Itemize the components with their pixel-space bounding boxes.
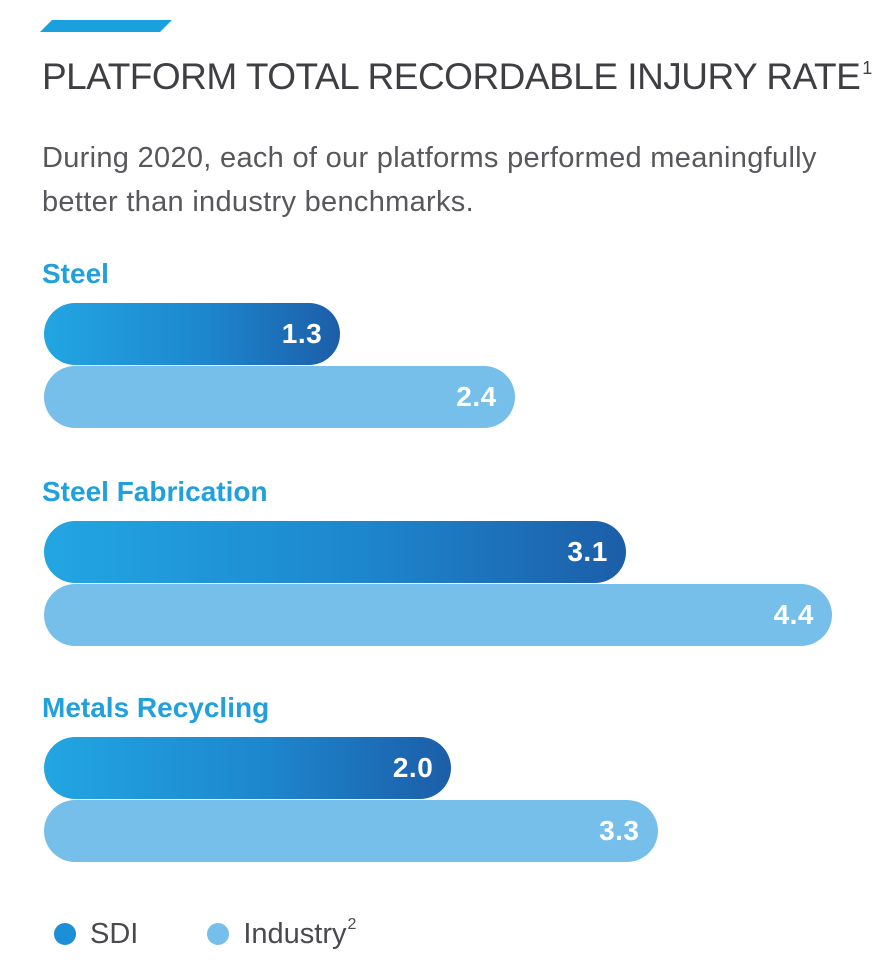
title-footnote: 1 (862, 58, 872, 78)
category-label-steel-fabrication: Steel Fabrication (42, 476, 268, 507)
bar-steel-fabrication-industry: 4.4 (44, 584, 832, 646)
page-title: PLATFORM TOTAL RECORDABLE INJURY RATE 1 (42, 56, 872, 98)
accent-bar (40, 20, 172, 32)
category-label-metals-recycling: Metals Recycling (42, 692, 270, 723)
data-label-metals-recycling-sdi: 2.0 (392, 752, 434, 783)
data-label-steel-fabrication-sdi: 3.1 (567, 536, 608, 567)
legend-swatch-sdi (54, 923, 76, 945)
category-label-steel: Steel (42, 258, 109, 289)
title-text: PLATFORM TOTAL RECORDABLE INJURY RATE (42, 56, 861, 97)
bar-steel-sdi: 1.3 (44, 303, 341, 365)
data-label-steel-sdi: 1.3 (281, 318, 323, 349)
page-subtitle: During 2020, each of our platforms perfo… (42, 142, 817, 218)
legend-label-industry: Industry2 (243, 915, 357, 950)
data-label-metals-recycling-industry: 3.3 (599, 815, 640, 846)
legend: SDI Industry2 (54, 914, 424, 954)
bar-metals-recycling-industry: 3.3 (44, 800, 658, 862)
bar-steel-industry: 2.4 (44, 366, 515, 428)
data-label-steel-fabrication-industry: 4.4 (773, 599, 814, 630)
legend-item-sdi: SDI (54, 918, 139, 951)
legend-item-industry: Industry2 (207, 915, 357, 951)
legend-swatch-industry (207, 923, 230, 945)
bar-metals-recycling-sdi: 2.0 (44, 737, 452, 799)
legend-label-sdi: SDI (90, 917, 139, 950)
bar-steel-fabrication-sdi: 3.1 (44, 521, 626, 583)
data-label-steel-industry: 2.4 (456, 381, 497, 412)
